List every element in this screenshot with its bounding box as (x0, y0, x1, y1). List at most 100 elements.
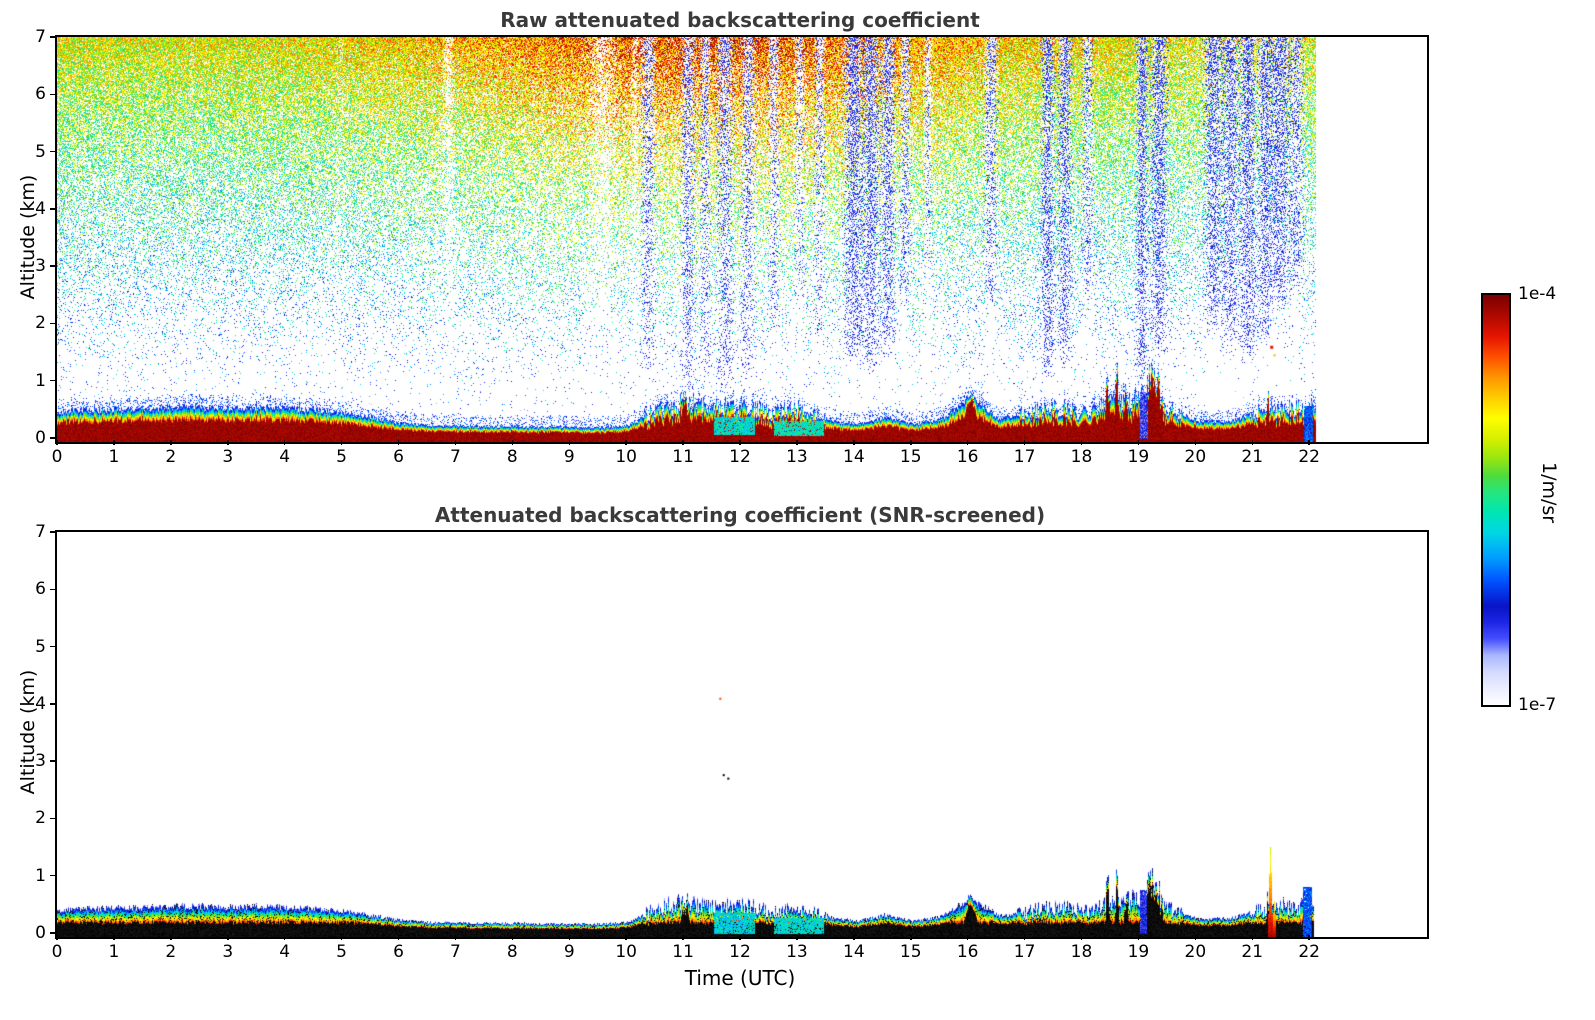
y-tick-mark (50, 208, 55, 210)
x-tick-mark (966, 440, 969, 445)
x-tick-label: 1 (108, 447, 120, 467)
colorbar-max-label: 1e-4 (1518, 284, 1557, 304)
y-tick-mark (50, 531, 55, 533)
x-tick-mark (397, 935, 400, 940)
y-tick-label: 1 (35, 370, 46, 391)
x-tick-label: 21 (1241, 447, 1264, 467)
x-tick-label: 8 (506, 447, 518, 467)
y-tick-label: 0 (35, 428, 46, 448)
x-tick-label: 19 (1127, 942, 1150, 962)
x-tick-mark (454, 935, 457, 940)
colorbar-unit-label: 1/m/sr (1538, 462, 1560, 524)
x-tick-mark (1251, 440, 1253, 445)
x-tick-label: 0 (51, 942, 63, 962)
y-tick-label: 5 (35, 636, 46, 657)
colorbar-gradient (1483, 295, 1509, 705)
x-tick-mark (1023, 935, 1026, 940)
x-tick-label: 6 (393, 447, 404, 467)
x-tick-label: 5 (336, 447, 347, 467)
x-tick-mark (910, 935, 912, 940)
x-tick-label: 18 (1070, 942, 1093, 962)
y-tick-mark (50, 437, 55, 439)
x-tick-mark (227, 935, 229, 940)
x-tick-label: 11 (672, 447, 694, 467)
x-tick-label: 15 (899, 447, 922, 467)
x-tick-mark (796, 440, 798, 445)
x-tick-label: 10 (615, 942, 637, 962)
y-tick-label: 1 (35, 865, 46, 886)
x-tick-mark (340, 440, 343, 445)
x-tick-label: 2 (165, 447, 177, 467)
y-tick-mark (50, 379, 55, 382)
y-tick-mark (50, 874, 55, 877)
top-plot-area (55, 35, 1429, 444)
x-tick-mark (739, 935, 741, 940)
x-tick-label: 9 (563, 447, 575, 467)
x-tick-mark (796, 935, 798, 940)
x-tick-mark (966, 935, 969, 940)
x-tick-mark (1080, 935, 1083, 940)
y-tick-label: 6 (35, 84, 46, 105)
y-tick-label: 6 (35, 579, 46, 600)
y-tick-label: 3 (35, 256, 46, 277)
x-axis-label: Time (UTC) (684, 966, 796, 990)
y-tick-label: 7 (35, 27, 46, 47)
x-tick-mark (853, 935, 855, 940)
x-tick-label: 14 (843, 942, 865, 962)
x-tick-mark (568, 440, 570, 445)
y-tick-label: 4 (35, 693, 46, 714)
x-tick-label: 4 (279, 942, 291, 962)
x-tick-label: 20 (1184, 942, 1207, 962)
x-tick-mark (682, 440, 684, 445)
x-tick-mark (1194, 935, 1197, 940)
x-tick-label: 12 (729, 447, 751, 467)
x-tick-mark (170, 935, 172, 940)
y-tick-label: 0 (35, 923, 46, 943)
y-tick-mark (50, 36, 55, 38)
x-tick-mark (1080, 440, 1083, 445)
x-tick-mark (682, 935, 684, 940)
y-tick-mark (50, 760, 55, 762)
x-tick-label: 17 (1013, 942, 1036, 962)
x-tick-mark (454, 440, 457, 445)
y-axis-label-bottom: Altitude (km) (17, 669, 39, 795)
raw-backscatter-heatmap (57, 37, 1427, 442)
x-tick-label: 22 (1298, 942, 1320, 962)
x-tick-label: 4 (279, 447, 291, 467)
x-tick-mark (1023, 440, 1026, 445)
x-tick-mark (1251, 935, 1253, 940)
x-tick-mark (1137, 440, 1140, 445)
x-tick-label: 22 (1298, 447, 1320, 467)
x-tick-label: 20 (1184, 447, 1207, 467)
y-tick-label: 3 (35, 751, 46, 772)
x-tick-label: 3 (222, 447, 234, 467)
bottom-panel-title: Attenuated backscattering coefficient (S… (434, 503, 1046, 527)
x-tick-label: 1 (108, 942, 120, 962)
x-tick-mark (227, 440, 229, 445)
x-tick-label: 8 (506, 942, 518, 962)
y-tick-mark (50, 588, 55, 591)
y-tick-mark (50, 93, 55, 96)
x-tick-label: 18 (1070, 447, 1093, 467)
x-tick-mark (340, 935, 343, 940)
x-tick-mark (910, 440, 912, 445)
x-tick-label: 3 (222, 942, 234, 962)
x-tick-label: 14 (843, 447, 865, 467)
x-tick-label: 13 (786, 942, 808, 962)
y-tick-label: 2 (35, 313, 46, 334)
y-axis-label-top: Altitude (km) (17, 174, 39, 300)
x-tick-mark (739, 440, 741, 445)
x-tick-mark (283, 440, 286, 445)
x-tick-label: 7 (449, 447, 461, 467)
x-tick-label: 21 (1241, 942, 1264, 962)
x-tick-mark (1137, 935, 1140, 940)
x-tick-label: 10 (615, 447, 637, 467)
y-tick-mark (50, 265, 55, 267)
x-tick-mark (568, 935, 570, 940)
x-tick-label: 17 (1013, 447, 1036, 467)
x-tick-label: 19 (1127, 447, 1150, 467)
x-tick-label: 11 (672, 942, 694, 962)
y-tick-mark (50, 150, 55, 153)
y-tick-mark (50, 322, 55, 325)
